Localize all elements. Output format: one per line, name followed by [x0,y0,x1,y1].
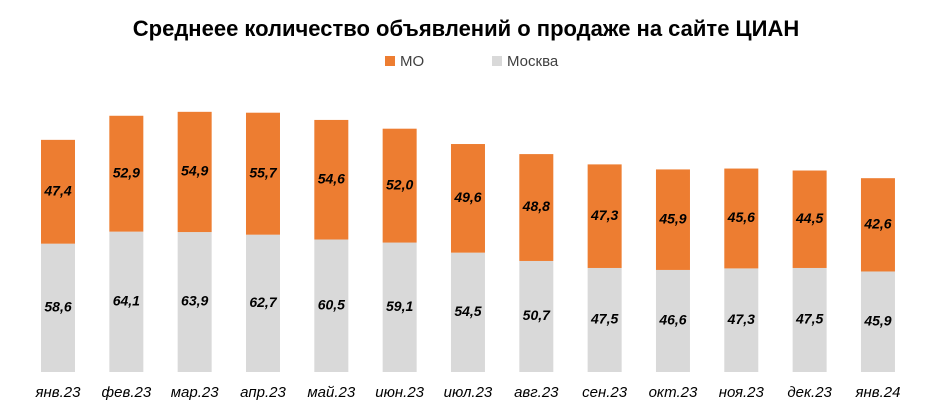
x-tick-label: сен.23 [582,384,628,401]
value-label: 52,9 [113,164,140,180]
legend-swatch [492,56,502,66]
value-label: 49,6 [453,189,481,205]
bar-segment [450,252,485,372]
bar-segment [314,119,349,240]
bar-segment [587,164,622,268]
value-label: 60,5 [318,296,345,312]
value-label: 63,9 [181,293,208,309]
bar-segment [587,267,622,372]
bar-segment [724,268,759,372]
bar-segment [41,243,75,372]
value-label: 45,9 [863,312,891,328]
x-tick-label: июн.23 [375,384,424,401]
value-label: 45,6 [727,209,755,225]
bar-segment [109,115,144,232]
value-label: 42,6 [863,216,891,232]
bar-segment [519,260,554,372]
x-tick-label: апр.23 [240,384,286,401]
x-tick-label: май.23 [307,384,355,401]
bar-segment [109,231,144,372]
value-label: 47,3 [590,207,618,223]
x-tick-label: фев.23 [101,384,151,401]
bar-segment [41,139,75,244]
value-label: 64,1 [113,293,140,309]
bar-segment [860,178,895,272]
bar-segment [450,144,485,253]
x-tick-label: июл.23 [444,384,493,401]
value-label: 46,6 [658,312,686,328]
value-label: 47,5 [795,311,823,327]
bar-segment [860,271,895,372]
x-tick-label: окт.23 [649,384,698,401]
value-label: 44,5 [795,210,823,226]
legend-label: МО [400,53,424,70]
x-tick-label: янв.24 [854,384,900,401]
value-label: 47,4 [43,182,71,198]
bar-segment [519,154,554,261]
x-tick-label: ноя.23 [719,384,765,401]
bar-segment [382,242,417,372]
value-label: 54,6 [318,170,345,186]
value-label: 58,6 [44,299,71,315]
x-tick-label: авг.23 [514,384,559,401]
bar-segment [792,170,827,268]
bar-segment [655,269,690,372]
value-label: 50,7 [523,307,551,323]
bar-segment [655,169,690,270]
bar-segment [314,239,349,372]
bar-segment [382,128,417,243]
bar-segment [245,112,280,235]
value-label: 54,9 [181,163,208,179]
bar-segment [724,168,759,269]
bar-segment [177,111,212,233]
bar-segment [177,232,212,372]
value-label: 55,7 [249,164,277,180]
bar-segment [792,267,827,372]
chart-title: Среднеее количество объявлений о продаже… [133,16,799,41]
x-tick-label: мар.23 [171,384,219,401]
legend-swatch [385,56,395,66]
value-label: 47,3 [727,311,755,327]
x-tick-label: дек.23 [787,384,832,401]
value-label: 52,0 [386,176,413,192]
value-label: 48,8 [522,198,550,214]
value-label: 47,5 [590,311,618,327]
value-label: 45,9 [658,210,686,226]
legend-label: Москва [507,53,559,70]
x-tick-label: янв.23 [35,384,82,401]
value-label: 62,7 [249,294,277,310]
bar-segment [245,234,280,372]
value-label: 54,5 [454,303,481,319]
value-label: 59,1 [386,298,413,314]
